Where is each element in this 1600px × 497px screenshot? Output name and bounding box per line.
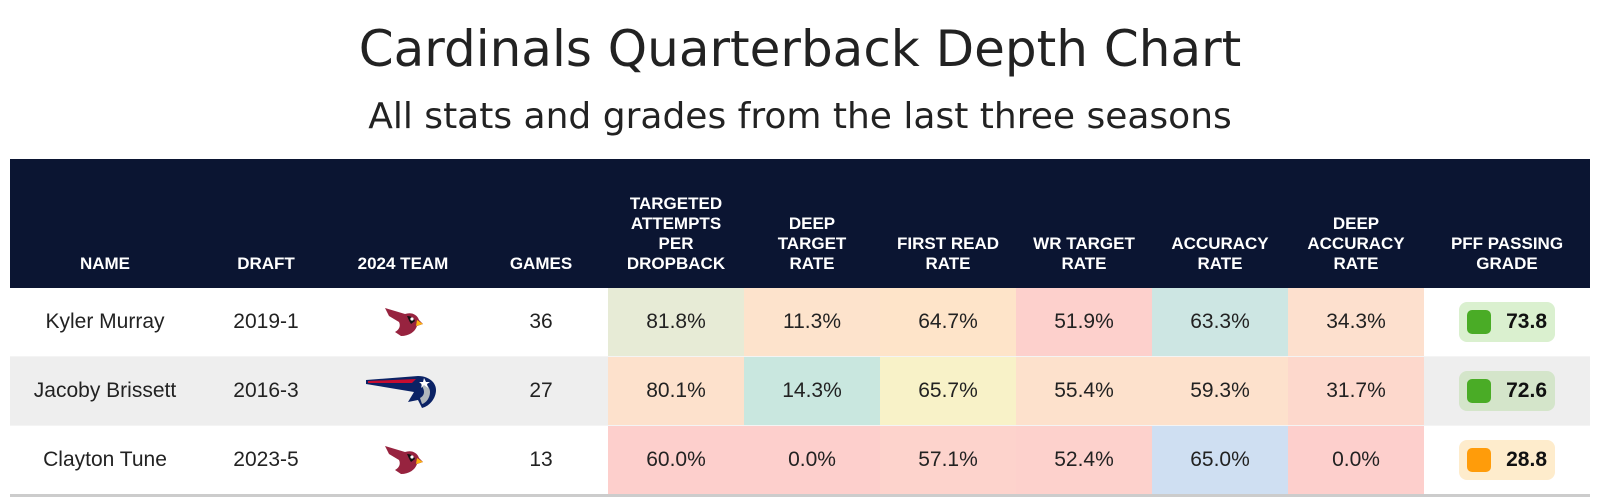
table-row: Jacoby Brissett 2016-3 27 80.1% 14.3% 65.7% 5… [10, 356, 1590, 426]
grade-color-indicator [1467, 310, 1491, 334]
column-header-first-read-rate: FIRST READ RATE [880, 159, 1016, 288]
column-header-wr-target-rate: WR TARGET RATE [1016, 159, 1152, 288]
column-header-deep-accuracy-rate: DEEP ACCURACY RATE [1288, 159, 1424, 288]
column-header-team: 2024 TEAM [332, 159, 474, 288]
stat-cell: 80.1% [608, 356, 744, 426]
stat-cell: 63.3% [1152, 288, 1288, 357]
stat-cell: 57.1% [880, 425, 1016, 497]
stat-cell: 60.0% [608, 425, 744, 497]
stat-cell: 11.3% [744, 288, 880, 357]
column-header-draft: DRAFT [200, 159, 332, 288]
cardinals-logo-icon [332, 288, 474, 357]
chart-subtitle: All stats and grades from the last three… [368, 96, 1232, 137]
stat-cell: 34.3% [1288, 288, 1424, 357]
grade-color-indicator [1467, 379, 1491, 403]
stat-cell: 51.9% [1016, 288, 1152, 357]
grade-value: 72.6 [1506, 379, 1547, 402]
column-header-name: NAME [10, 159, 200, 288]
column-header-accuracy-rate: ACCURACY RATE [1152, 159, 1288, 288]
table-row: Kyler Murray 2019-1 36 81.8% 11.3% 64.7% 51.9… [10, 288, 1590, 357]
grade-cell: 72.6 [1424, 356, 1590, 426]
stat-cell: 0.0% [744, 425, 880, 497]
stat-cell: 81.8% [608, 288, 744, 357]
patriots-logo-icon [332, 356, 474, 426]
grade-badge: 28.8 [1459, 440, 1555, 480]
stat-cell: 0.0% [1288, 425, 1424, 497]
player-name-cell: Jacoby Brissett [10, 356, 200, 426]
header-row: NAME DRAFT 2024 TEAM GAMES TARGETED ATTE… [10, 159, 1590, 288]
grade-badge: 73.8 [1459, 302, 1555, 342]
games-cell: 36 [474, 288, 608, 357]
player-name-cell: Kyler Murray [10, 288, 200, 357]
stat-cell: 14.3% [744, 356, 880, 426]
cardinals-logo-icon [332, 425, 474, 497]
grade-cell: 28.8 [1424, 425, 1590, 497]
grade-color-indicator [1467, 448, 1491, 472]
table-row: Clayton Tune 2023-5 13 60.0% 0.0% 57.1% 52.4%… [10, 425, 1590, 497]
column-header-targeted-attempts: TARGETED ATTEMPTS PER DROPBACK [608, 159, 744, 288]
grade-cell: 73.8 [1424, 288, 1590, 357]
grade-badge: 72.6 [1459, 371, 1555, 411]
games-cell: 27 [474, 356, 608, 426]
grade-value: 28.8 [1506, 448, 1547, 471]
stat-cell: 52.4% [1016, 425, 1152, 497]
draft-cell: 2023-5 [200, 425, 332, 497]
games-cell: 13 [474, 425, 608, 497]
player-name-cell: Clayton Tune [10, 425, 200, 497]
depth-chart-table: NAME DRAFT 2024 TEAM GAMES TARGETED ATTE… [10, 159, 1590, 497]
stat-cell: 59.3% [1152, 356, 1288, 426]
draft-cell: 2016-3 [200, 356, 332, 426]
grade-value: 73.8 [1506, 310, 1547, 333]
stat-cell: 55.4% [1016, 356, 1152, 426]
column-header-deep-target-rate: DEEP TARGET RATE [744, 159, 880, 288]
stat-cell: 65.7% [880, 356, 1016, 426]
column-header-pff-passing-grade: PFF PASSING GRADE [1424, 159, 1590, 288]
stat-cell: 31.7% [1288, 356, 1424, 426]
draft-cell: 2019-1 [200, 288, 332, 357]
stat-cell: 65.0% [1152, 425, 1288, 497]
stat-cell: 64.7% [880, 288, 1016, 357]
column-header-games: GAMES [474, 159, 608, 288]
chart-title: Cardinals Quarterback Depth Chart [358, 20, 1242, 78]
